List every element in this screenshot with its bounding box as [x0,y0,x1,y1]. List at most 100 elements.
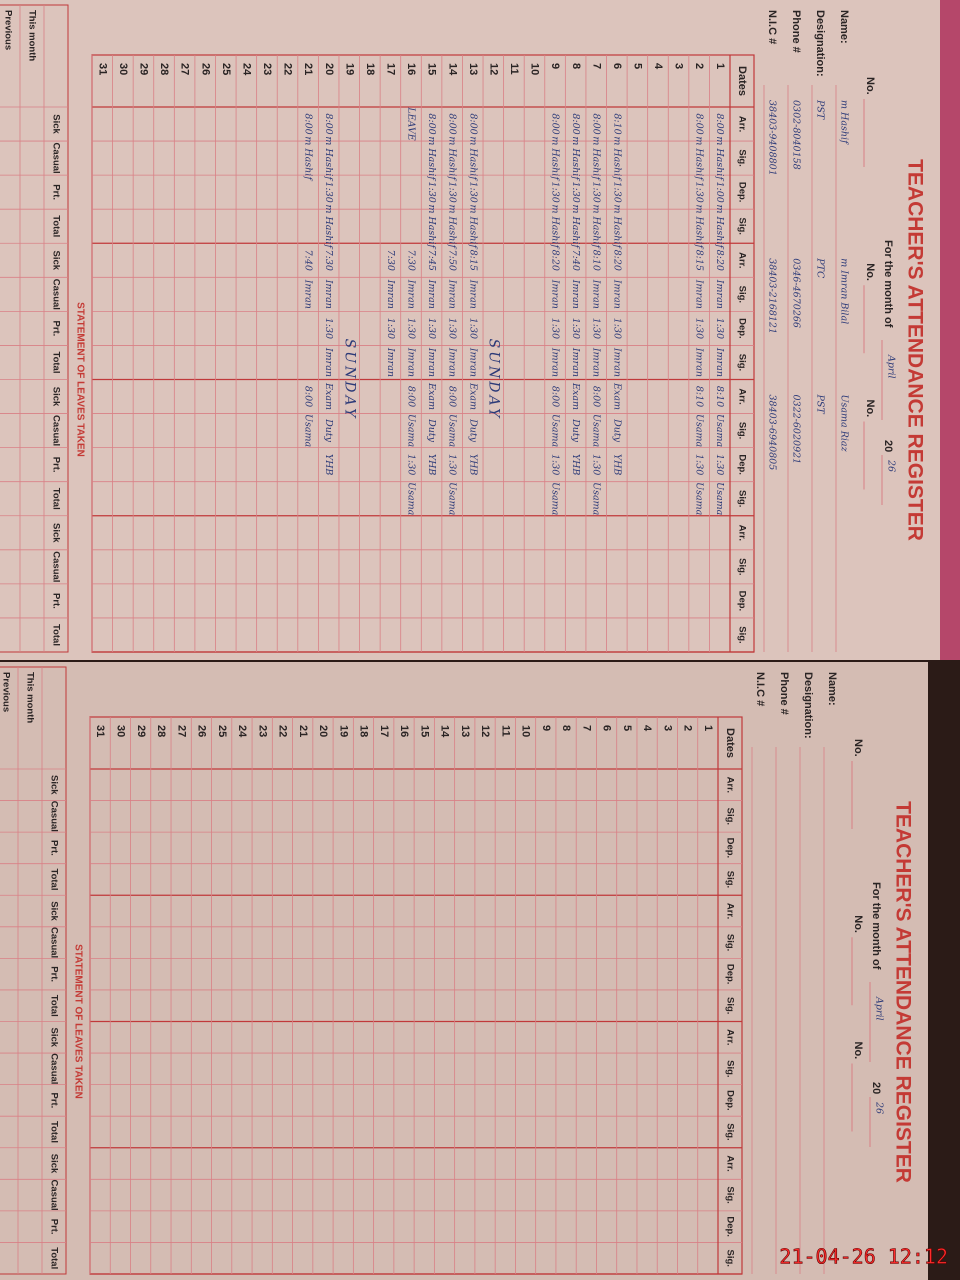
date-number: 7 [590,63,602,69]
year-value: 26 [874,1101,885,1114]
handwritten-entry: Imran [570,279,581,309]
handwritten-entry: 1:30 [694,181,705,202]
leaves-column-header: Casual [50,279,61,310]
column-header: Dep. [736,318,747,339]
date-number: 3 [661,725,673,731]
handwritten-entry: 8:15 [467,250,478,271]
date-number: 16 [405,63,417,75]
date-number: 23 [256,725,268,737]
handwritten-entry: Usama [694,482,705,516]
handwritten-entry: 7:40 [570,250,581,271]
date-number: 30 [117,63,129,75]
right-page: TEACHER'S ATTENDANCE REGISTER For the mon… [0,662,928,1280]
date-number: 1 [702,725,714,731]
column-header: Dep. [724,1090,735,1111]
leaves-title: STATEMENT OF LEAVES TAKEN [72,944,83,1099]
date-number: 26 [199,63,211,75]
register-title: TEACHER'S ATTENDANCE REGISTER [891,801,914,1183]
leaves-column-header: Sick [50,114,61,134]
handwritten-entry: m Hashif [591,204,602,249]
leaves-column-header: Casual [50,551,61,582]
handwritten-entry: Imran [406,347,417,377]
leaves-column-header: Sick [48,1028,59,1048]
date-number: 11 [499,725,511,737]
handwritten-entry: m Hashif [550,136,561,181]
date-number: 21 [302,63,314,75]
month-value: April [886,354,897,379]
handwritten-entry: Usama [714,482,725,516]
leaves-column-header: Casual [50,143,61,174]
handwritten-entry: LEAVE [406,106,417,140]
field-label: Designation: [814,10,826,77]
field-value: 38403-2168121 [767,258,778,334]
date-number: 31 [96,63,108,75]
handwritten-entry: Imran [570,347,581,377]
handwritten-entry: m Hashif [570,204,581,249]
column-header: Arr. [736,388,747,404]
no-label: No. [864,77,876,95]
leaves-column-header: Total [50,215,61,237]
date-number: 3 [673,63,685,69]
handwritten-entry: Duty [323,418,334,443]
date-number: 1 [714,63,726,69]
handwritten-entry: Imran [426,279,437,309]
handwritten-entry: Usama [591,482,602,516]
handwritten-note: SUNDAY [485,339,501,421]
handwritten-entry: 8:00 [303,113,314,134]
handwritten-entry: 8:10 [714,386,725,407]
handwritten-entry: YHB [467,454,478,476]
handwritten-entry: 7:30 [406,250,417,271]
handwritten-entry: Imran [385,279,396,309]
handwritten-entry: m Hashif [570,136,581,181]
handwritten-entry: 1:30 [570,181,581,202]
handwritten-entry: 8:00 [714,113,725,134]
field-label: N.I.C # [766,10,778,44]
handwritten-entry: Imran [694,279,705,309]
date-number: 10 [520,725,532,737]
column-header: Sig. [736,558,747,575]
handwritten-entry: Imran [550,279,561,309]
leaves-column-header: Casual [50,415,61,446]
leaves-column-header: Total [50,488,61,510]
field-value: 38403-6940805 [767,395,778,471]
leaves-row-label: This month [24,672,35,723]
handwritten-entry: Usama [303,414,314,448]
handwritten-entry: 1:30 [385,318,396,339]
handwritten-entry: 8:00 [591,386,602,407]
column-header: Sig. [724,934,735,951]
handwritten-entry: Usama [550,414,561,448]
date-number: 25 [216,725,228,737]
handwritten-entry: 8:00 [426,113,437,134]
column-header: Sig. [736,354,747,371]
field-value: PST [815,394,826,415]
no-label: No. [864,400,876,418]
handwritten-entry: 1:30 [591,181,602,202]
column-header: Sig. [736,422,747,439]
handwritten-entry: Duty [570,418,581,443]
field-value: m Imran Bilal [839,258,850,324]
handwritten-entry: 8:00 [406,386,417,407]
leaves-column-header: Total [48,868,59,890]
leaves-column-header: Total [48,1247,59,1269]
leaves-column-header: Casual [48,1180,59,1211]
column-header: Sig. [724,1250,735,1267]
date-number: 13 [459,725,471,737]
handwritten-entry: Duty [426,418,437,443]
no-label: No. [852,1042,864,1060]
date-number: 18 [364,63,376,75]
handwritten-entry: 1:30 [714,318,725,339]
leaves-column-header: Total [48,1121,59,1143]
handwritten-entry: Imran [467,347,478,377]
leaves-column-header: Sick [50,387,61,407]
field-value: m Hashif [839,100,850,145]
handwritten-entry: 1:30 [406,454,417,475]
handwritten-entry: Imran [714,279,725,309]
field-value: PST [815,99,826,120]
field-label: N.I.C # [754,672,766,706]
leaves-column-header: Sick [48,775,59,795]
column-header: Sig. [724,1060,735,1077]
handwritten-entry: 1:30 [570,318,581,339]
handwritten-entry: m Hashif [303,136,314,181]
field-value: 0322-6020921 [791,395,802,465]
handwritten-entry: 1:30 [426,181,437,202]
